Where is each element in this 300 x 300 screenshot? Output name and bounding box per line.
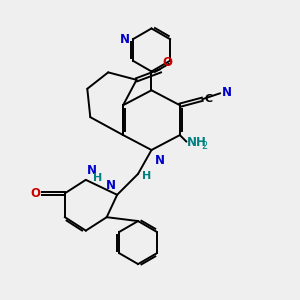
Text: H: H — [93, 173, 103, 183]
Text: 2: 2 — [201, 141, 207, 152]
Text: N: N — [87, 164, 97, 177]
Text: N: N — [155, 154, 165, 166]
Text: N: N — [120, 33, 130, 46]
Text: O: O — [163, 56, 172, 69]
Text: O: O — [30, 187, 40, 200]
Text: C: C — [205, 94, 213, 103]
Text: NH: NH — [187, 136, 207, 149]
Text: N: N — [106, 179, 116, 192]
Text: H: H — [142, 171, 151, 181]
Text: N: N — [222, 86, 232, 99]
